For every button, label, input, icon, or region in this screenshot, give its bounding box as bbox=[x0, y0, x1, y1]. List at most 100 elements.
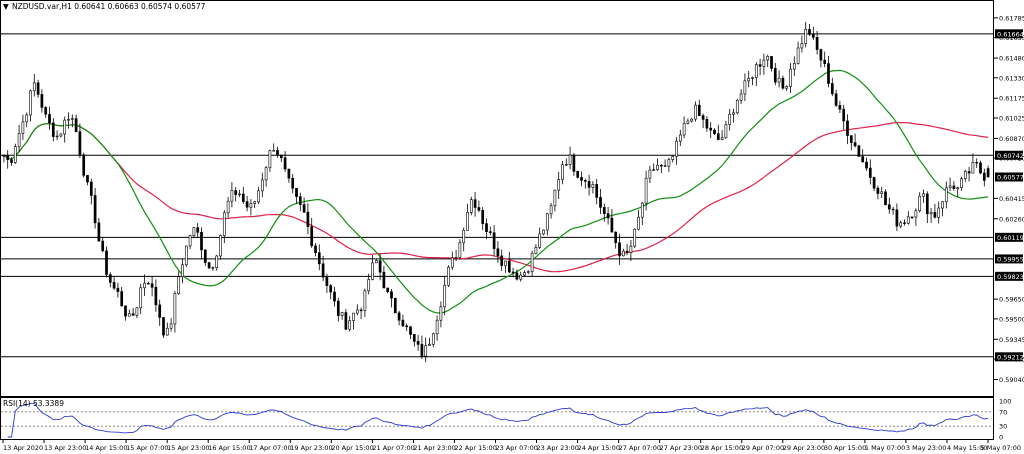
candle-body bbox=[815, 37, 819, 50]
price-tick-label: 0.60260 bbox=[999, 215, 1024, 223]
level-tag-label: 0.59955 bbox=[997, 255, 1024, 263]
candle-body bbox=[70, 118, 74, 120]
chart-header-arrow: ▼ bbox=[3, 2, 9, 11]
candle-body bbox=[200, 232, 203, 251]
candle-body bbox=[272, 150, 276, 152]
candle-body bbox=[279, 154, 283, 159]
level-tag-label: 0.59823 bbox=[997, 273, 1024, 281]
rsi-tick-label: 100 bbox=[999, 398, 1011, 406]
candle-body bbox=[454, 257, 458, 259]
candle-body bbox=[283, 157, 287, 170]
candle-body bbox=[336, 300, 340, 316]
price-tick-label: 0.61785 bbox=[999, 14, 1024, 22]
candle-body bbox=[264, 167, 268, 181]
candle-body bbox=[853, 142, 857, 147]
candle-body bbox=[948, 185, 952, 189]
candle-body bbox=[173, 293, 177, 325]
candle-body bbox=[792, 63, 796, 70]
candle-body bbox=[644, 177, 648, 204]
candle-body bbox=[462, 230, 466, 244]
candle-body bbox=[496, 248, 500, 257]
candle-body bbox=[112, 282, 116, 289]
candle-body bbox=[941, 201, 944, 209]
candle-body bbox=[830, 83, 834, 95]
candle-body bbox=[13, 146, 17, 163]
candle-body bbox=[78, 131, 82, 156]
level-tag bbox=[995, 29, 1023, 39]
candle-body bbox=[602, 207, 606, 214]
time-tick-label: 15 Apr 23:00 bbox=[167, 444, 209, 452]
candlesticks bbox=[2, 21, 990, 363]
candle-body bbox=[310, 226, 314, 247]
candle-body bbox=[743, 80, 747, 95]
candle-body bbox=[804, 28, 808, 44]
candle-body bbox=[443, 284, 447, 308]
candle-body bbox=[253, 201, 257, 204]
candle-body bbox=[203, 249, 207, 263]
candle-body bbox=[861, 156, 865, 163]
time-tick-label: 21 Apr 07:00 bbox=[372, 444, 414, 452]
candle-body bbox=[97, 222, 101, 242]
time-tick-label: 4 May 15:00 bbox=[947, 444, 987, 452]
time-tick-label: 28 Apr 15:00 bbox=[701, 444, 743, 452]
candle-body bbox=[63, 119, 67, 135]
candle-body bbox=[287, 168, 291, 179]
time-tick-label: 3 May 23:00 bbox=[906, 444, 946, 452]
candle-body bbox=[606, 213, 610, 219]
candle-body bbox=[386, 287, 390, 292]
candle-body bbox=[648, 169, 652, 179]
candle-body bbox=[910, 216, 914, 218]
candle-body bbox=[108, 274, 112, 283]
candle-body bbox=[876, 187, 880, 194]
candle-body bbox=[507, 260, 511, 273]
candle-body bbox=[59, 133, 63, 137]
ma-short-line bbox=[3, 69, 989, 314]
price-tick-label: 0.61175 bbox=[999, 95, 1024, 103]
candle-body bbox=[192, 227, 196, 237]
candle-body bbox=[241, 193, 245, 202]
candle-body bbox=[580, 177, 583, 181]
candle-body bbox=[44, 107, 48, 115]
candle-body bbox=[773, 68, 777, 83]
candle-body bbox=[329, 285, 333, 293]
candle-body bbox=[276, 150, 279, 156]
candle-body bbox=[933, 212, 937, 218]
rsi-line bbox=[7, 402, 989, 438]
time-tick-label: 16 Apr 15:00 bbox=[208, 444, 250, 452]
candle-body bbox=[515, 272, 519, 280]
candle-body bbox=[709, 127, 713, 131]
candle-body bbox=[511, 271, 515, 274]
candle-body bbox=[694, 104, 697, 120]
candle-body bbox=[789, 68, 792, 87]
candle-body bbox=[762, 59, 766, 67]
candle-body bbox=[226, 200, 230, 214]
candle-body bbox=[610, 217, 614, 233]
candle-body bbox=[439, 306, 443, 321]
level-tag-label: 0.60119 bbox=[997, 234, 1024, 242]
candle-body bbox=[355, 309, 359, 314]
candle-body bbox=[371, 262, 374, 280]
candle-body bbox=[374, 260, 378, 264]
rsi-tick-label: 0 bbox=[999, 434, 1003, 442]
candle-body bbox=[105, 250, 108, 275]
candle-body bbox=[325, 276, 329, 286]
candle-body bbox=[675, 140, 678, 157]
candle-body bbox=[868, 167, 872, 178]
candle-body bbox=[724, 124, 728, 139]
candle-body bbox=[914, 210, 918, 218]
candle-body bbox=[306, 211, 310, 227]
candle-body bbox=[409, 326, 412, 335]
candle-body bbox=[291, 177, 295, 189]
candle-body bbox=[135, 307, 139, 316]
candle-body bbox=[770, 56, 773, 69]
candle-body bbox=[314, 245, 317, 253]
candle-body bbox=[344, 312, 348, 330]
price-tick-label: 0.59040 bbox=[999, 376, 1024, 384]
price-tick-label: 0.60415 bbox=[999, 195, 1024, 203]
candle-body bbox=[10, 159, 13, 163]
candle-body bbox=[458, 242, 462, 258]
time-tick-label: 23 Apr 07:00 bbox=[496, 444, 538, 452]
time-tick-label: 30 Apr 15:00 bbox=[824, 444, 866, 452]
candle-body bbox=[431, 333, 435, 345]
candle-body bbox=[397, 312, 401, 321]
